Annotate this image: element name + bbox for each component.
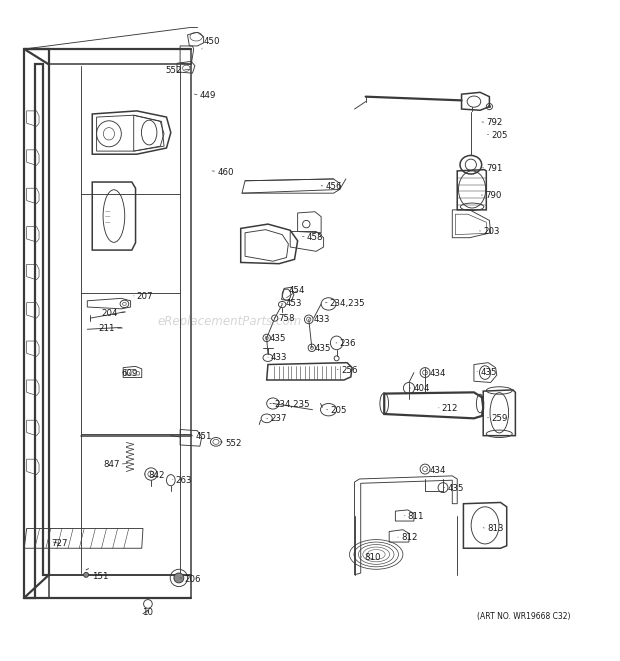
Text: 236: 236	[336, 339, 356, 348]
Text: 434: 434	[427, 369, 446, 378]
Text: 454: 454	[286, 286, 306, 297]
Text: 449: 449	[194, 91, 216, 100]
Text: 203: 203	[479, 227, 500, 236]
Text: 813: 813	[483, 524, 503, 533]
Text: 847: 847	[103, 460, 128, 469]
Text: 435: 435	[312, 344, 332, 353]
Text: 609: 609	[122, 369, 138, 378]
Text: 404: 404	[410, 384, 430, 393]
Text: 758: 758	[275, 313, 294, 323]
Text: 256: 256	[337, 366, 358, 375]
Text: 810: 810	[361, 553, 381, 562]
Text: 212: 212	[439, 404, 458, 413]
Text: 433: 433	[309, 315, 330, 325]
Text: 207: 207	[134, 292, 153, 301]
Text: 456: 456	[321, 182, 342, 192]
Text: 811: 811	[405, 512, 424, 521]
Ellipse shape	[488, 105, 490, 108]
Text: 790: 790	[481, 191, 502, 200]
Text: eReplacementParts.com: eReplacementParts.com	[157, 315, 302, 328]
Text: 460: 460	[212, 169, 234, 177]
Text: 451: 451	[191, 432, 212, 442]
Text: —
—
—: — — —	[104, 209, 110, 225]
Text: 791: 791	[482, 164, 503, 173]
Text: 450: 450	[202, 37, 220, 49]
Text: 458: 458	[303, 233, 324, 242]
Text: 259: 259	[487, 414, 508, 423]
Text: 234,235: 234,235	[326, 299, 365, 309]
Text: 792: 792	[482, 118, 503, 127]
Text: 842: 842	[144, 471, 164, 481]
Text: (ART NO. WR19668 C32): (ART NO. WR19668 C32)	[477, 612, 570, 621]
Text: 234,235: 234,235	[270, 400, 310, 408]
Text: 453: 453	[281, 299, 302, 309]
Text: 435: 435	[445, 484, 464, 492]
Text: 434: 434	[427, 467, 446, 475]
Text: 204: 204	[102, 309, 126, 318]
Text: 237: 237	[267, 414, 287, 424]
Text: 151: 151	[89, 572, 108, 580]
Text: 211: 211	[99, 324, 123, 333]
Text: 435: 435	[267, 334, 286, 343]
Text: 552: 552	[166, 66, 189, 75]
Text: 10: 10	[143, 607, 153, 617]
Text: 812: 812	[398, 533, 417, 542]
Text: 727: 727	[51, 539, 68, 548]
Text: 263: 263	[172, 477, 192, 485]
Text: 205: 205	[487, 130, 508, 139]
Text: 552: 552	[220, 439, 242, 447]
Text: 435: 435	[477, 368, 497, 377]
Text: 206: 206	[180, 574, 201, 584]
Ellipse shape	[84, 572, 89, 577]
Text: 433: 433	[268, 353, 288, 362]
Text: 205: 205	[327, 406, 347, 415]
Ellipse shape	[174, 573, 184, 583]
